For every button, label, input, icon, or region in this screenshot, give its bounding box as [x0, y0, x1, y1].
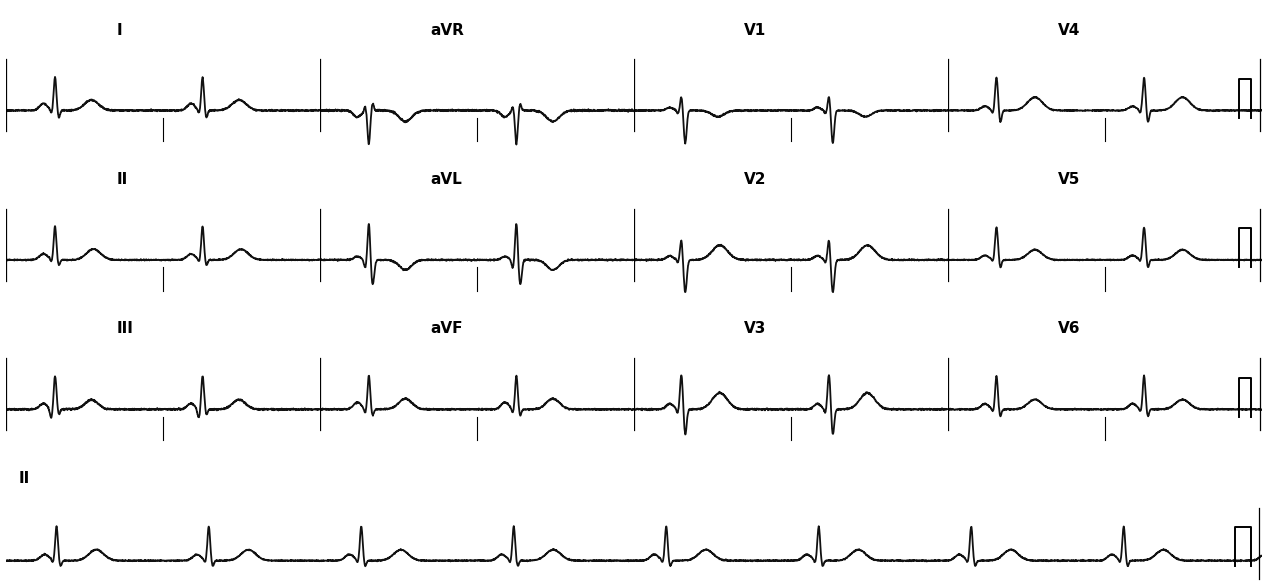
- Text: V4: V4: [1058, 22, 1080, 38]
- Text: V6: V6: [1058, 321, 1080, 336]
- Text: V3: V3: [744, 321, 766, 336]
- Text: I: I: [117, 22, 122, 38]
- Text: aVF: aVF: [430, 321, 463, 336]
- Text: aVR: aVR: [430, 22, 464, 38]
- Text: II: II: [117, 172, 127, 187]
- Text: II: II: [19, 471, 30, 486]
- Text: V2: V2: [744, 172, 766, 187]
- Text: V5: V5: [1058, 172, 1080, 187]
- Text: aVL: aVL: [430, 172, 462, 187]
- Text: V1: V1: [744, 22, 766, 38]
- Text: III: III: [117, 321, 133, 336]
